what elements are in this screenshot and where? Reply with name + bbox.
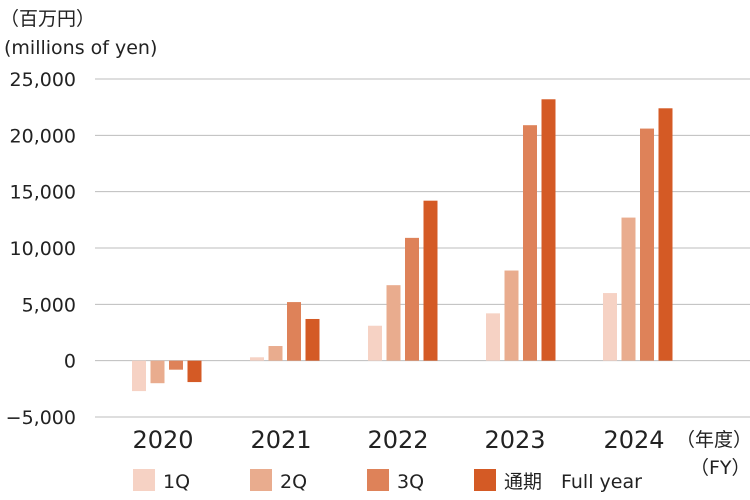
y-tick-label: 25,000 <box>10 69 76 91</box>
y-axis-ticks: 25,000 20,000 15,000 10,000 5,000 0 −5,000 <box>6 69 76 429</box>
bar-2021-1q <box>250 357 264 361</box>
x-tick-label: 2020 <box>132 426 193 454</box>
bar-2021-3q <box>287 302 301 361</box>
bar-2022-fullyear <box>423 200 438 361</box>
bar-2023-1q <box>486 313 500 361</box>
bar-2024-1q <box>603 293 617 361</box>
x-tick-label: 2023 <box>484 426 545 454</box>
legend-label: 2Q <box>280 471 307 493</box>
grid-lines <box>95 78 750 418</box>
bar-2022-1q <box>368 325 382 361</box>
x-tick-label: 2021 <box>250 426 311 454</box>
legend-swatch <box>474 469 496 491</box>
bar-2023-2q <box>504 270 519 361</box>
bar-2024-3q <box>640 128 654 361</box>
y-tick-label: 10,000 <box>10 238 76 260</box>
unit-label-en: (millions of yen) <box>4 37 157 59</box>
legend-label: 3Q <box>397 471 424 493</box>
x-axis-ticks: 2020 2021 2022 2023 2024 <box>132 426 664 454</box>
legend-swatch <box>367 469 389 491</box>
bar-2021-fullyear <box>305 318 320 361</box>
x-tick-label: 2022 <box>367 426 428 454</box>
legend-label: 通期 Full year <box>504 471 642 493</box>
bar-2024-2q <box>621 217 636 361</box>
y-tick-label: 20,000 <box>10 125 76 147</box>
y-tick-label: 5,000 <box>22 294 76 316</box>
bar-2020-1q <box>132 360 146 392</box>
x-tick-label: 2024 <box>603 426 664 454</box>
bar-2023-fullyear <box>541 99 556 361</box>
bar-2022-3q <box>405 237 419 361</box>
bar-2020-3q <box>169 360 183 370</box>
x-unit-en: （FY） <box>690 457 750 479</box>
y-tick-label: 15,000 <box>10 182 76 204</box>
x-unit-ja: （年度） <box>676 429 750 451</box>
y-tick-label: −5,000 <box>6 407 76 429</box>
bar-2020-2q <box>150 360 165 384</box>
bar-2021-2q <box>268 346 283 361</box>
bar-2024-fullyear <box>658 108 673 361</box>
legend-label: 1Q <box>163 471 190 493</box>
unit-label-ja: （百万円） <box>0 8 95 30</box>
bar-2022-2q <box>386 285 401 361</box>
bar-2020-fullyear <box>187 360 202 383</box>
legend-swatch <box>133 469 155 491</box>
legend-swatch <box>250 469 272 491</box>
bar-2023-3q <box>523 125 537 361</box>
bars <box>132 99 673 392</box>
y-tick-label: 0 <box>64 351 76 373</box>
legend: 1Q 2Q 3Q 通期 Full year <box>133 469 642 493</box>
